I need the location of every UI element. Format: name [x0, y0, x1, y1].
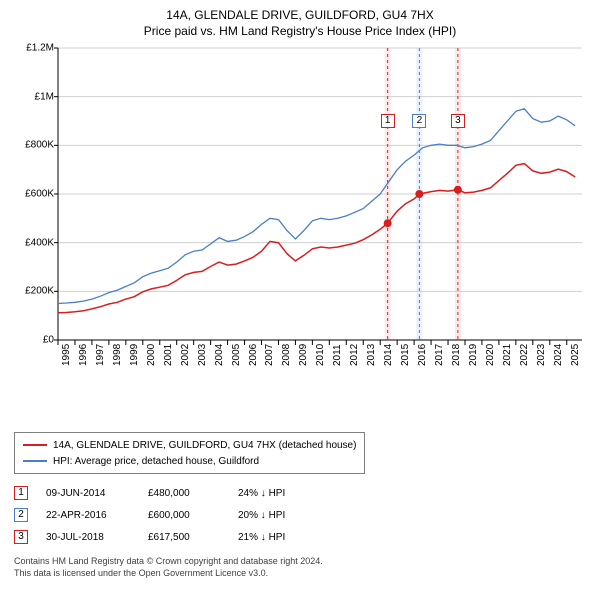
- x-tick-label: 2007: [264, 344, 275, 366]
- y-tick-label: £200K: [14, 286, 54, 297]
- x-tick-label: 2022: [519, 344, 530, 366]
- event-number-box: 1: [14, 486, 28, 500]
- x-tick-label: 2020: [485, 344, 496, 366]
- event-marker-box: 3: [451, 114, 465, 128]
- event-row: 3 30-JUL-2018 £617,500 21% ↓ HPI: [14, 526, 586, 548]
- x-tick-label: 2023: [536, 344, 547, 366]
- event-date: 09-JUN-2014: [46, 488, 130, 499]
- x-tick-label: 2021: [502, 344, 513, 366]
- y-tick-label: £400K: [14, 237, 54, 248]
- x-tick-label: 2025: [570, 344, 581, 366]
- y-tick-label: £1.2M: [14, 43, 54, 54]
- legend-swatch: [23, 444, 47, 446]
- event-number-box: 3: [14, 530, 28, 544]
- event-diff: 24% ↓ HPI: [238, 488, 318, 499]
- y-tick-label: £1M: [14, 91, 54, 102]
- x-tick-label: 1999: [129, 344, 140, 366]
- y-tick-label: £0: [14, 335, 54, 346]
- y-tick-label: £800K: [14, 140, 54, 151]
- event-diff: 21% ↓ HPI: [238, 532, 318, 543]
- event-row: 1 09-JUN-2014 £480,000 24% ↓ HPI: [14, 482, 586, 504]
- x-tick-label: 2000: [146, 344, 157, 366]
- legend-row: 14A, GLENDALE DRIVE, GUILDFORD, GU4 7HX …: [23, 437, 356, 453]
- event-price: £600,000: [148, 510, 220, 521]
- x-tick-label: 2005: [231, 344, 242, 366]
- x-tick-label: 2008: [281, 344, 292, 366]
- event-row: 2 22-APR-2016 £600,000 20% ↓ HPI: [14, 504, 586, 526]
- x-tick-label: 1996: [78, 344, 89, 366]
- x-tick-label: 1997: [95, 344, 106, 366]
- x-tick-label: 2003: [197, 344, 208, 366]
- x-tick-label: 1998: [112, 344, 123, 366]
- x-tick-label: 2015: [400, 344, 411, 366]
- x-tick-label: 2006: [248, 344, 259, 366]
- event-number-box: 2: [14, 508, 28, 522]
- x-tick-label: 2002: [180, 344, 191, 366]
- event-price: £480,000: [148, 488, 220, 499]
- event-marker-box: 1: [381, 114, 395, 128]
- legend-label: 14A, GLENDALE DRIVE, GUILDFORD, GU4 7HX …: [53, 440, 356, 451]
- event-price: £617,500: [148, 532, 220, 543]
- footer-line-2: This data is licensed under the Open Gov…: [14, 568, 586, 580]
- x-tick-label: 2004: [214, 344, 225, 366]
- x-tick-label: 2001: [163, 344, 174, 366]
- event-date: 22-APR-2016: [46, 510, 130, 521]
- chart-subtitle: Price paid vs. HM Land Registry's House …: [14, 24, 586, 38]
- event-date: 30-JUL-2018: [46, 532, 130, 543]
- x-tick-label: 2024: [553, 344, 564, 366]
- chart-title: 14A, GLENDALE DRIVE, GUILDFORD, GU4 7HX: [14, 8, 586, 22]
- x-tick-label: 2011: [332, 344, 343, 366]
- y-tick-label: £600K: [14, 189, 54, 200]
- footer-attribution: Contains HM Land Registry data © Crown c…: [14, 556, 586, 579]
- x-tick-label: 2012: [349, 344, 360, 366]
- legend-label: HPI: Average price, detached house, Guil…: [53, 456, 259, 467]
- x-tick-label: 2018: [451, 344, 462, 366]
- chart-area: £0 £200K £400K £600K £800K £1M £1.2M 1995 1996 1…: [14, 44, 586, 384]
- chart-svg: [14, 44, 586, 388]
- event-marker-box: 2: [412, 114, 426, 128]
- x-tick-label: 2014: [383, 344, 394, 366]
- x-tick-label: 2010: [315, 344, 326, 366]
- footer-line-1: Contains HM Land Registry data © Crown c…: [14, 556, 586, 568]
- legend: 14A, GLENDALE DRIVE, GUILDFORD, GU4 7HX …: [14, 432, 365, 474]
- x-tick-label: 2017: [434, 344, 445, 366]
- x-tick-label: 2009: [298, 344, 309, 366]
- x-tick-label: 2016: [417, 344, 428, 366]
- x-tick-label: 2019: [468, 344, 479, 366]
- x-tick-label: 1995: [61, 344, 72, 366]
- x-tick-label: 2013: [366, 344, 377, 366]
- legend-row: HPI: Average price, detached house, Guil…: [23, 453, 356, 469]
- legend-swatch: [23, 460, 47, 462]
- events-table: 1 09-JUN-2014 £480,000 24% ↓ HPI 2 22-APR-201…: [14, 482, 586, 548]
- event-diff: 20% ↓ HPI: [238, 510, 318, 521]
